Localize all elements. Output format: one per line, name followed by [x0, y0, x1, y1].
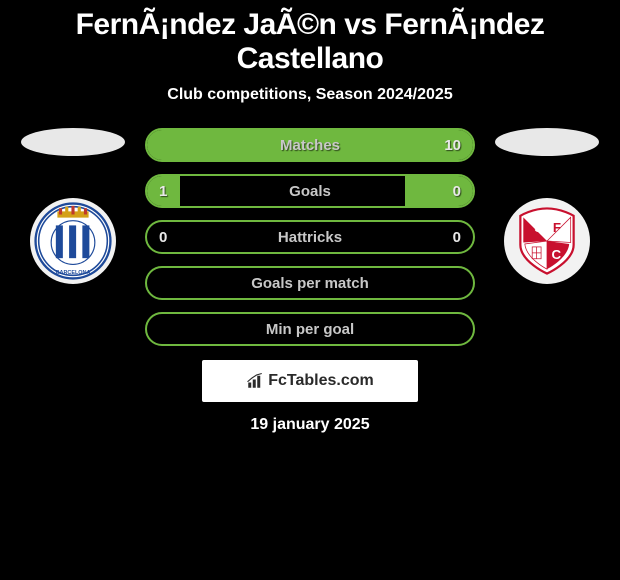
left-player-column: BARCELONA: [17, 118, 129, 284]
stat-row: Goals10: [145, 174, 475, 208]
right-player-column: S F C: [491, 118, 603, 284]
stat-row: Matches10: [145, 128, 475, 162]
stat-fill-right: [147, 130, 473, 160]
svg-text:C: C: [551, 247, 561, 262]
stat-row: Goals per match: [145, 266, 475, 300]
svg-text:F: F: [553, 220, 561, 235]
stat-fill-left: [147, 176, 180, 206]
stat-label: Goals per match: [147, 275, 473, 292]
stat-fill-right: [405, 176, 473, 206]
stat-row: Hattricks0 0: [145, 220, 475, 254]
player-photo-placeholder: [21, 128, 125, 156]
sevilla-crest: S F C: [504, 198, 590, 284]
stat-label: Hattricks: [147, 229, 473, 246]
sevilla-crest-icon: S F C: [510, 204, 584, 278]
stat-row: Min per goal: [145, 312, 475, 346]
espanyol-crest-icon: BARCELONA: [34, 202, 112, 280]
player-photo-placeholder: [495, 128, 599, 156]
espanyol-crest: BARCELONA: [30, 198, 116, 284]
subtitle: Club competitions, Season 2024/2025: [0, 80, 620, 118]
stats-column: Matches10 Goals10 Hattricks0 0 Goals per mat…: [145, 118, 475, 346]
attribution-text: FcTables.com: [268, 372, 374, 390]
attribution-badge[interactable]: FcTables.com: [202, 360, 418, 402]
stat-value-right: 0: [453, 229, 461, 246]
stat-label: Min per goal: [147, 321, 473, 338]
svg-text:BARCELONA: BARCELONA: [56, 270, 91, 276]
bar-chart-icon: [246, 372, 264, 390]
stat-value-left: 0: [159, 229, 167, 246]
svg-text:S: S: [534, 220, 543, 235]
comparison-panel: BARCELONA Matches10 Goals10 Hattricks0 0 Goa…: [0, 118, 620, 346]
date-text: 19 january 2025: [0, 416, 620, 434]
page-title: FernÃ¡ndez JaÃ©n vs FernÃ¡ndez Castellan…: [0, 0, 620, 80]
